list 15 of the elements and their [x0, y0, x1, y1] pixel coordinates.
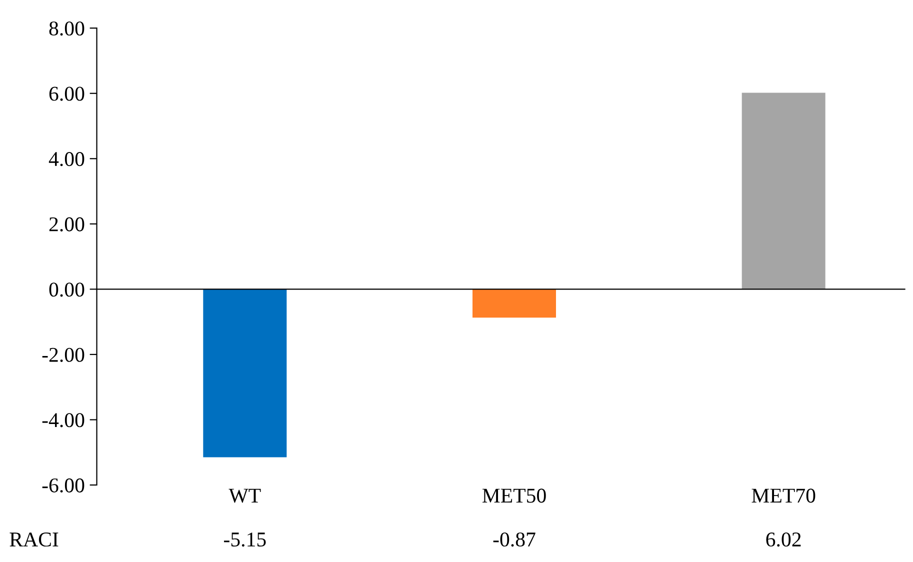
x-tick-label: MET70	[752, 488, 816, 503]
text: RACI	[10, 532, 58, 547]
x-tick-label: MET50	[482, 488, 546, 503]
y-tick-label: 4.00	[48, 152, 84, 166]
y-tick-label: -2.00	[42, 348, 84, 362]
data-label: -0.87	[493, 532, 536, 547]
data-label: -5.15	[224, 532, 266, 547]
y-tick-label: 8.00	[49, 21, 84, 36]
y-tick-label: -6.00	[42, 478, 84, 493]
y-tick-label: -4.00	[42, 413, 84, 428]
x-tick-label: WT	[228, 488, 261, 503]
y-tick-label: 2.00	[49, 217, 84, 232]
y-tick-label: 0.00	[49, 282, 84, 297]
y-tick-label: 6.00	[49, 86, 84, 101]
data-label: 6.02	[766, 532, 801, 547]
